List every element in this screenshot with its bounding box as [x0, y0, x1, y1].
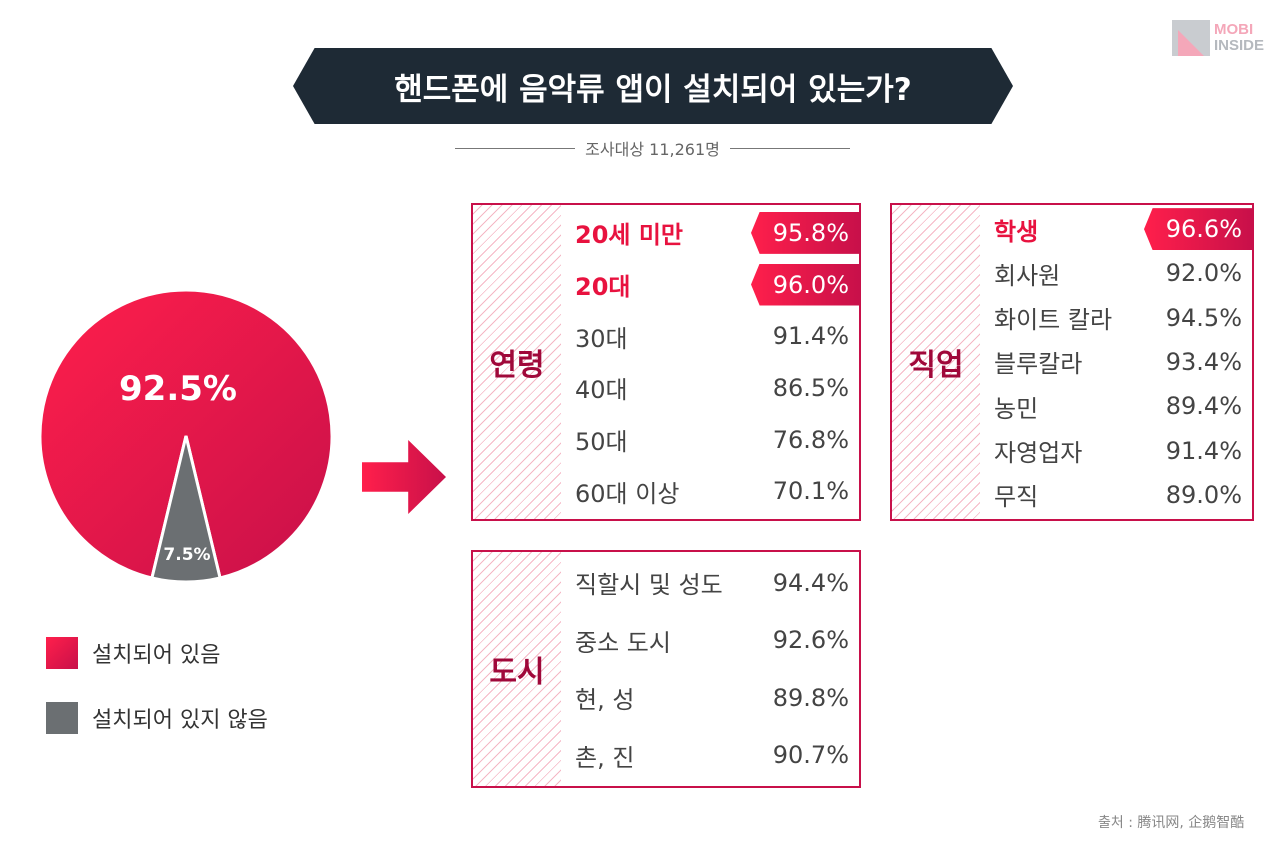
row-value: 76.8% [772, 425, 849, 454]
row-label: 학생 [994, 217, 1039, 246]
row-value: 89.8% [772, 683, 849, 712]
row-label: 회사원 [994, 261, 1061, 290]
table-row: 20세 미만 95.8% [561, 207, 859, 259]
table-row: 30대 91.4% [561, 310, 859, 362]
table-row: 촌, 진 90.7% [561, 727, 859, 785]
table-row: 자영업자 91.4% [980, 428, 1252, 472]
age-table: 연령 20세 미만 95.8% 20대 96.0% 30대 91.4% 40대 86.5% 50대… [471, 203, 861, 521]
row-label: 20세 미만 [575, 221, 683, 250]
legend-label: 설치되어 있음 [92, 643, 221, 668]
mobiinside-logo: MOBI INSIDE [1172, 20, 1264, 56]
row-value: 94.4% [772, 568, 849, 597]
divider [455, 147, 576, 149]
subtitle-text: 조사대상 11,261명 [585, 140, 720, 159]
row-label: 자영업자 [994, 439, 1083, 468]
pie-slice-not-installed [150, 435, 222, 584]
table-row: 40대 86.5% [561, 362, 859, 414]
row-label: 현, 성 [575, 686, 635, 715]
pie-label-installed: 92.5% [119, 369, 237, 409]
logo-line2: INSIDE [1214, 37, 1265, 54]
table-row: 직할시 및 성도 94.4% [561, 554, 859, 612]
row-label: 20대 [575, 273, 631, 301]
job-table: 직업 학생 96.6% 회사원 92.0% 화이트 칼라 94.5% 블루칼라 93.4% 농민 8… [890, 203, 1254, 521]
row-label: 중소 도시 [575, 628, 671, 657]
legend-swatch [46, 702, 78, 734]
row-label: 30대 [575, 324, 628, 353]
table-row: 블루칼라 93.4% [980, 340, 1252, 384]
title-banner: 핸드폰에 음악류 앱이 설치되어 있는가? [293, 48, 1013, 124]
legend-swatch [46, 637, 78, 669]
table-row: 학생 96.6% [980, 207, 1252, 251]
legend-not-installed: 설치되어 있지 않음 [46, 702, 268, 734]
table-row: 중소 도시 92.6% [561, 612, 859, 670]
row-label: 무직 [994, 483, 1039, 512]
subtitle: 조사대상 11,261명 [455, 136, 851, 160]
row-label: 40대 [575, 376, 628, 405]
logo-mark-icon [1172, 20, 1210, 56]
row-label: 60대 이상 [575, 479, 680, 508]
age-header: 연령 [473, 205, 561, 519]
row-label: 50대 [575, 428, 628, 457]
divider [729, 147, 851, 149]
table-row: 화이트 칼라 94.5% [980, 296, 1252, 340]
city-table: 도시 직할시 및 성도 94.4% 중소 도시 92.6% 현, 성 89.8% 촌, 진 90… [471, 550, 861, 788]
page-title: 핸드폰에 음악류 앱이 설치되어 있는가? [394, 71, 912, 108]
pie-slice-installed [38, 288, 334, 580]
legend-installed: 설치되어 있음 [46, 637, 220, 669]
source-note: 출처 : 腾讯网, 企鹅智酷 [1098, 815, 1245, 831]
row-label: 직할시 및 성도 [575, 571, 723, 600]
table-row: 50대 76.8% [561, 414, 859, 466]
pie-chart: 92.5% 7.5% [38, 288, 334, 584]
row-value: 91.4% [772, 322, 849, 351]
row-value: 96.6% [1144, 208, 1252, 251]
row-value: 92.6% [772, 626, 849, 655]
table-row: 무직 89.0% [980, 473, 1252, 517]
legend-label: 설치되어 있지 않음 [92, 708, 268, 733]
pie-label-not-installed: 7.5% [163, 545, 210, 565]
row-label: 블루칼라 [994, 350, 1083, 379]
row-value: 86.5% [772, 373, 849, 402]
row-value: 70.1% [772, 477, 849, 506]
row-value: 89.0% [1165, 480, 1242, 509]
job-header: 직업 [892, 205, 980, 519]
row-label: 농민 [994, 394, 1039, 423]
city-header: 도시 [473, 552, 561, 786]
table-row: 현, 성 89.8% [561, 669, 859, 727]
row-value: 95.8% [751, 211, 859, 254]
row-value: 89.4% [1165, 392, 1242, 421]
table-row: 20대 96.0% [561, 259, 859, 311]
row-value: 91.4% [1165, 436, 1242, 465]
table-row: 농민 89.4% [980, 384, 1252, 428]
row-value: 92.0% [1165, 259, 1242, 288]
row-label: 화이트 칼라 [994, 306, 1113, 335]
row-value: 94.5% [1165, 303, 1242, 332]
row-label: 촌, 진 [575, 743, 635, 772]
row-value: 96.0% [751, 263, 859, 306]
table-row: 회사원 92.0% [980, 251, 1252, 295]
row-value: 90.7% [772, 741, 849, 770]
row-value: 93.4% [1165, 347, 1242, 376]
arrow-right-icon [362, 440, 446, 514]
logo-line1: MOBI [1214, 21, 1254, 38]
table-row: 60대 이상 70.1% [561, 465, 859, 517]
